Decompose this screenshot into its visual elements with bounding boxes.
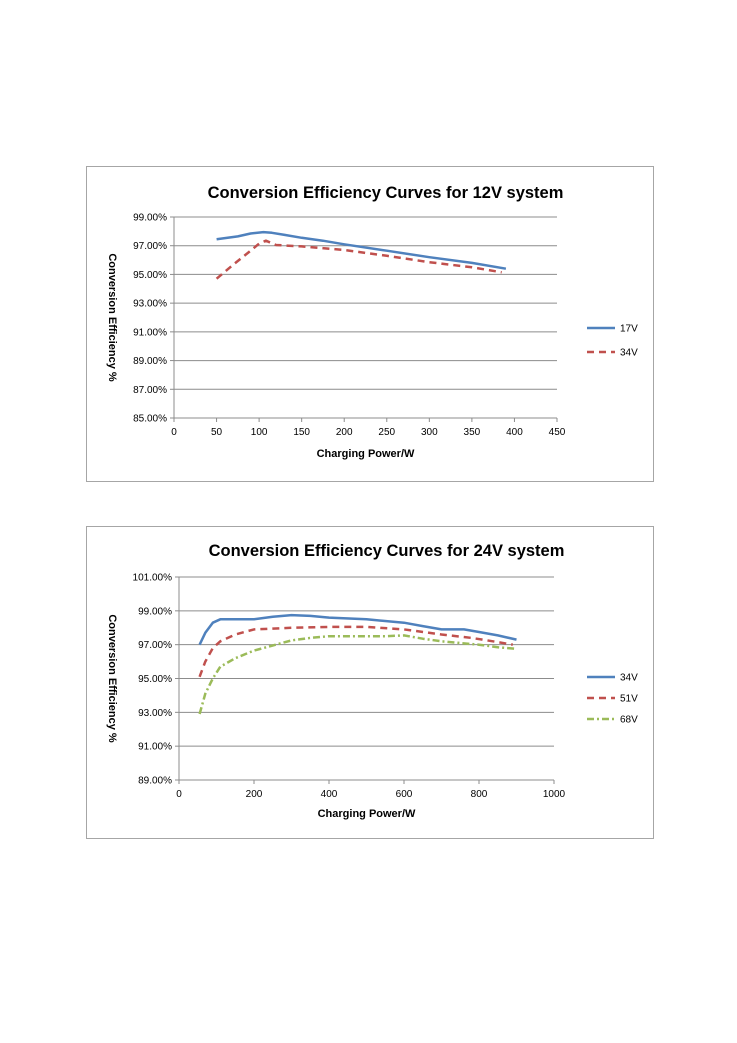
- chart-24v-x-tick-label: 1000: [543, 789, 566, 800]
- chart-12v-y-tick-label: 89.00%: [133, 356, 167, 367]
- chart-12v-x-axis-label: Charging Power/W: [317, 448, 415, 460]
- chart-12v-x-tick-label: 250: [378, 427, 395, 438]
- chart-12v-title: Conversion Efficiency Curves for 12V sys…: [208, 184, 564, 202]
- chart-12v-y-tick-label: 85.00%: [133, 414, 167, 425]
- chart-12v-x-tick-label: 0: [171, 427, 177, 438]
- chart-12v-x-tick-label: 350: [464, 427, 481, 438]
- chart-12v-y-tick-label: 95.00%: [133, 270, 167, 281]
- chart-24v-y-tick-label: 99.00%: [138, 606, 172, 617]
- chart-12v-y-tick-label: 91.00%: [133, 327, 167, 338]
- chart-24v-x-axis-label: Charging Power/W: [318, 808, 416, 820]
- chart-12v-y-tick-label: 99.00%: [133, 213, 167, 224]
- chart-24v-legend-label-68v: 68V: [620, 715, 638, 726]
- chart-24v-y-axis-label: Conversion Efficiency %: [106, 614, 118, 743]
- chart-12v-series-17v-line: [216, 230, 507, 270]
- chart-12v-x-tick-label: 50: [211, 427, 223, 438]
- chart-24v-y-tick-label: 95.00%: [138, 674, 172, 685]
- chart-24v-y-tick-label: 97.00%: [138, 640, 172, 651]
- chart-12v-legend-label-34v: 34V: [620, 348, 638, 359]
- chart-24v-x-tick-label: 400: [321, 789, 338, 800]
- chart-12v-y-tick-label: 97.00%: [133, 241, 167, 252]
- chart-12v-x-tick-label: 400: [506, 427, 523, 438]
- chart-24v-y-tick-label: 89.00%: [138, 776, 172, 787]
- chart-12v-y-axis-label: Conversion Efficiency %: [106, 253, 118, 382]
- chart-12v-svg: Conversion Efficiency Curves for 12V sys…: [106, 184, 638, 460]
- chart-24v-series-68v-line: [198, 634, 517, 715]
- chart-24v-y-tick-label: 93.00%: [138, 708, 172, 719]
- chart-24v-x-tick-label: 0: [176, 789, 182, 800]
- chart-24v: Conversion Efficiency Curves for 24V sys…: [86, 526, 654, 839]
- chart-24v-svg: Conversion Efficiency Curves for 24V sys…: [106, 542, 638, 820]
- chart-24v-x-tick-label: 600: [396, 789, 413, 800]
- chart-12v-x-tick-label: 450: [549, 427, 566, 438]
- chart-12v-y-tick-label: 87.00%: [133, 385, 167, 396]
- chart-12v-x-tick-label: 300: [421, 427, 438, 438]
- chart-12v-legend-label-17v: 17V: [620, 324, 638, 335]
- chart-24v-y-tick-label: 101.00%: [133, 573, 173, 584]
- chart-24v-y-tick-label: 91.00%: [138, 742, 172, 753]
- chart-12v-y-tick-label: 93.00%: [133, 299, 167, 310]
- chart-24v-title: Conversion Efficiency Curves for 24V sys…: [209, 542, 565, 560]
- chart-12v-series-34v-line: [215, 239, 502, 280]
- chart-24v-legend-label-51v: 51V: [620, 694, 638, 705]
- chart-12v-x-tick-label: 150: [293, 427, 310, 438]
- chart-24v-series-51v-line: [198, 625, 514, 678]
- chart-12v: Conversion Efficiency Curves for 12V sys…: [86, 166, 654, 482]
- chart-12v-x-tick-label: 200: [336, 427, 353, 438]
- chart-24v-x-tick-label: 800: [471, 789, 488, 800]
- chart-24v-legend-label-34v: 34V: [620, 673, 638, 684]
- chart-24v-series-34v-line: [198, 613, 517, 646]
- chart-24v-x-tick-label: 200: [246, 789, 263, 800]
- chart-12v-x-tick-label: 100: [251, 427, 268, 438]
